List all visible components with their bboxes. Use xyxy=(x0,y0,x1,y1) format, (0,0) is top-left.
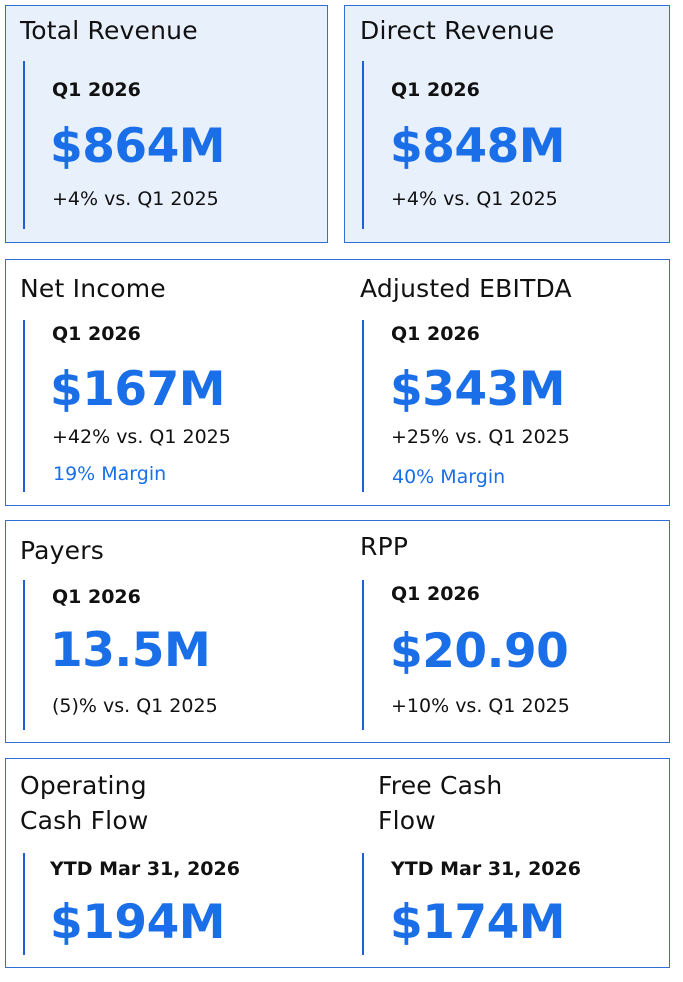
income-ebitda-card: Net Income Q1 2026 $167M +42% vs. Q1 202… xyxy=(5,259,670,506)
operating-cash-flow-title-line2: Cash Flow xyxy=(20,806,149,835)
adjusted-ebitda-value: $343M xyxy=(390,362,566,417)
accent-divider xyxy=(362,853,364,955)
card-title: Direct Revenue xyxy=(360,16,555,45)
net-income-change: +42% vs. Q1 2025 xyxy=(52,426,231,448)
free-cash-flow-title-line2: Flow xyxy=(378,806,436,835)
change-text: +4% vs. Q1 2025 xyxy=(52,188,219,210)
period-label: Q1 2026 xyxy=(391,79,480,101)
net-income-period: Q1 2026 xyxy=(52,323,141,345)
accent-divider xyxy=(362,61,364,229)
free-cash-flow-period: YTD Mar 31, 2026 xyxy=(391,858,581,880)
adjusted-ebitda-title: Adjusted EBITDA xyxy=(360,274,572,303)
metric-value: $848M xyxy=(390,119,566,174)
accent-divider xyxy=(362,320,364,492)
operating-cash-flow-period: YTD Mar 31, 2026 xyxy=(50,858,240,880)
net-income-margin: 19% Margin xyxy=(53,463,167,485)
card-title: Total Revenue xyxy=(20,16,198,45)
payers-change: (5)% vs. Q1 2025 xyxy=(52,695,218,717)
total-revenue-card: Total Revenue Q1 2026 $864M +4% vs. Q1 2… xyxy=(5,5,328,243)
payers-title: Payers xyxy=(20,536,104,565)
cash-flow-card: Operating Cash Flow YTD Mar 31, 2026 $19… xyxy=(5,758,670,968)
direct-revenue-card: Direct Revenue Q1 2026 $848M +4% vs. Q1 … xyxy=(344,5,670,243)
adjusted-ebitda-period: Q1 2026 xyxy=(391,323,480,345)
rpp-change: +10% vs. Q1 2025 xyxy=(391,695,570,717)
accent-divider xyxy=(362,580,364,730)
adjusted-ebitda-margin: 40% Margin xyxy=(392,466,506,488)
payers-rpp-card: Payers Q1 2026 13.5M (5)% vs. Q1 2025 RP… xyxy=(5,520,670,743)
payers-period: Q1 2026 xyxy=(52,586,141,608)
rpp-value: $20.90 xyxy=(390,624,569,679)
net-income-value: $167M xyxy=(50,362,226,417)
accent-divider xyxy=(23,61,25,229)
rpp-period: Q1 2026 xyxy=(391,583,480,605)
free-cash-flow-value: $174M xyxy=(390,895,566,950)
net-income-title: Net Income xyxy=(20,274,166,303)
accent-divider xyxy=(23,580,25,730)
adjusted-ebitda-change: +25% vs. Q1 2025 xyxy=(391,426,570,448)
free-cash-flow-title-line1: Free Cash xyxy=(378,771,503,800)
payers-value: 13.5M xyxy=(50,623,211,678)
period-label: Q1 2026 xyxy=(52,79,141,101)
metric-value: $864M xyxy=(50,119,226,174)
change-text: +4% vs. Q1 2025 xyxy=(391,188,558,210)
accent-divider xyxy=(23,853,25,955)
accent-divider xyxy=(23,320,25,492)
operating-cash-flow-value: $194M xyxy=(50,895,226,950)
operating-cash-flow-title-line1: Operating xyxy=(20,771,147,800)
rpp-title: RPP xyxy=(360,532,409,561)
